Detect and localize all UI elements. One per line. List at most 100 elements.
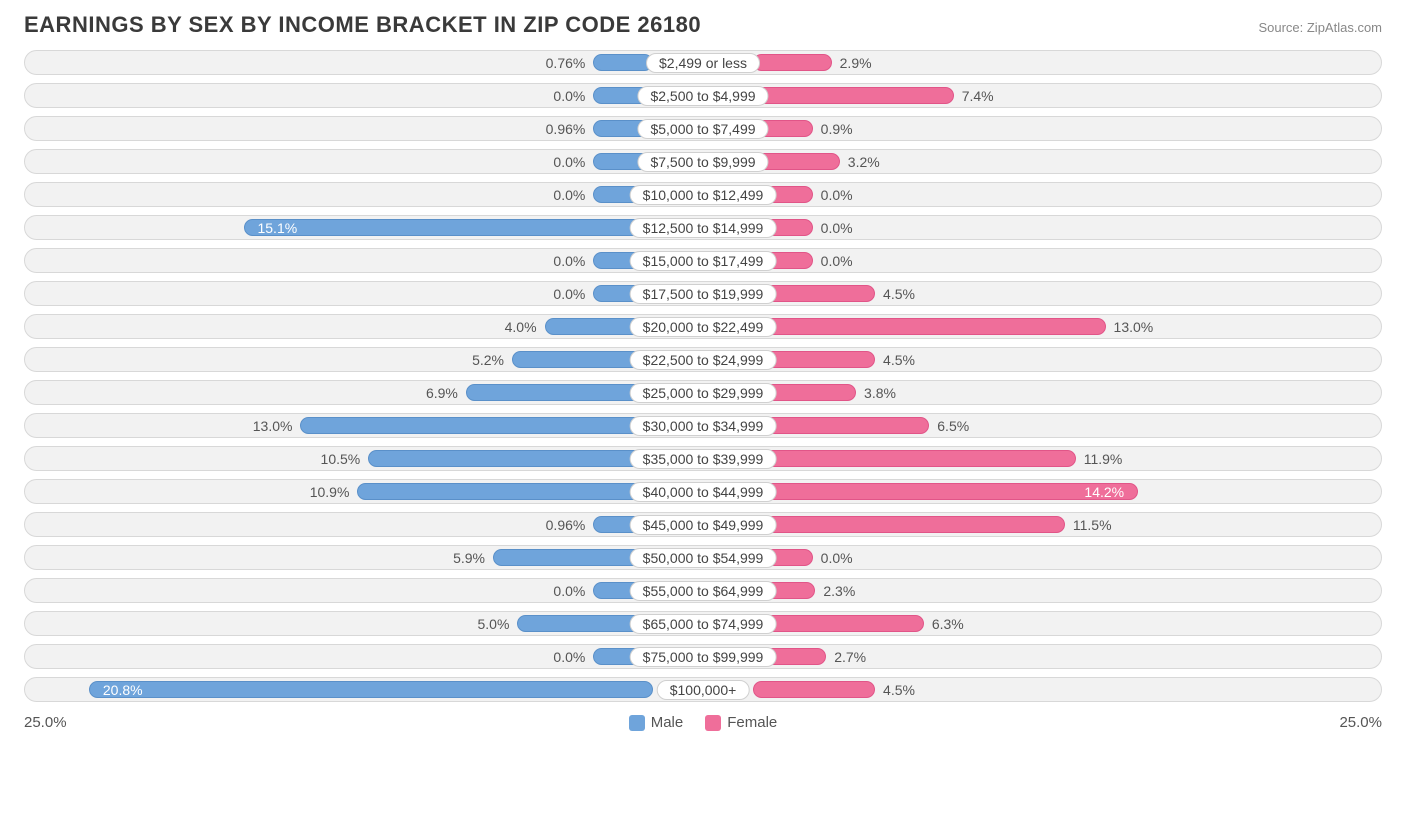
chart-header: EARNINGS BY SEX BY INCOME BRACKET IN ZIP…: [0, 0, 1406, 46]
male-value: 0.96%: [546, 121, 586, 137]
chart-row: 10.9%14.2%$40,000 to $44,999: [24, 479, 1382, 504]
male-value: 0.76%: [546, 55, 586, 71]
chart-row: 20.8% 4.5% $100,000+: [24, 677, 1382, 702]
female-bar: [753, 516, 1065, 533]
axis-max-right: 25.0%: [1339, 714, 1382, 731]
female-bar: [753, 450, 1076, 467]
female-bar: [753, 87, 954, 104]
female-bar: [753, 318, 1106, 335]
chart-source: Source: ZipAtlas.com: [1258, 20, 1382, 35]
male-value: 6.9%: [426, 385, 458, 401]
bracket-label: $10,000 to $12,499: [630, 185, 777, 205]
chart-row: 5.2% 4.5% $22,500 to $24,999: [24, 347, 1382, 372]
chart-row: 5.9% 0.0% $50,000 to $54,999: [24, 545, 1382, 570]
chart-row: 0.0%3.2%$7,500 to $9,999: [24, 149, 1382, 174]
female-bar: [753, 483, 1138, 500]
female-value: 7.4%: [962, 88, 994, 104]
chart-row: 10.5% 11.9% $35,000 to $39,999: [24, 446, 1382, 471]
bracket-label: $15,000 to $17,499: [630, 251, 777, 271]
female-value: 4.5%: [883, 286, 915, 302]
male-value: 4.0%: [505, 319, 537, 335]
bracket-label: $45,000 to $49,999: [630, 515, 777, 535]
male-bar: [593, 54, 653, 71]
female-value: 3.2%: [848, 154, 880, 170]
male-bar: [300, 417, 653, 434]
female-value: 0.9%: [821, 121, 853, 137]
bracket-label: $25,000 to $29,999: [630, 383, 777, 403]
bracket-label: $100,000+: [657, 680, 750, 700]
legend-item-male: Male: [629, 714, 684, 731]
chart-row: 5.0% 6.3% $65,000 to $74,999: [24, 611, 1382, 636]
female-bar: [753, 417, 929, 434]
bracket-label: $30,000 to $34,999: [630, 416, 777, 436]
female-value: 11.5%: [1073, 517, 1112, 533]
chart-row: 0.96% 0.9% $5,000 to $7,499: [24, 116, 1382, 141]
chart-row: 0.96% 11.5% $45,000 to $49,999: [24, 512, 1382, 537]
female-bar: [753, 54, 832, 71]
male-bar: [89, 681, 653, 698]
male-value: 5.9%: [453, 550, 485, 566]
chart-row: 0.0% 4.5% $17,500 to $19,999: [24, 281, 1382, 306]
female-value: 6.3%: [932, 616, 964, 632]
bracket-label: $35,000 to $39,999: [630, 449, 777, 469]
bracket-label: $2,499 or less: [646, 53, 760, 73]
female-value: 2.7%: [834, 649, 866, 665]
chart-row: 15.1% 0.0% $12,500 to $14,999: [24, 215, 1382, 240]
bracket-label: $22,500 to $24,999: [630, 350, 777, 370]
bracket-label: $20,000 to $22,499: [630, 317, 777, 337]
bracket-label: $12,500 to $14,999: [630, 218, 777, 238]
legend: Male Female: [629, 714, 778, 731]
legend-label-female: Female: [727, 714, 777, 731]
chart-row: 13.0% 6.5% $30,000 to $34,999: [24, 413, 1382, 438]
female-value: 4.5%: [883, 682, 915, 698]
male-bar: [466, 384, 653, 401]
male-value: 0.0%: [553, 253, 585, 269]
chart-row: 0.0%2.7%$75,000 to $99,999: [24, 644, 1382, 669]
chart-row: 0.0% 0.0% $10,000 to $12,499: [24, 182, 1382, 207]
female-value: 0.0%: [821, 253, 853, 269]
female-value: 4.5%: [883, 352, 915, 368]
bracket-label: $2,500 to $4,999: [637, 86, 768, 106]
male-value: 0.0%: [553, 583, 585, 599]
legend-swatch-male: [629, 715, 645, 731]
chart-title: EARNINGS BY SEX BY INCOME BRACKET IN ZIP…: [24, 12, 701, 38]
male-value: 5.0%: [477, 616, 509, 632]
diverging-bar-chart: 0.76% 2.9% $2,499 or less 0.0% 7.4% $2,500 to…: [0, 46, 1406, 702]
male-value: 5.2%: [472, 352, 504, 368]
male-bar: [244, 219, 654, 236]
male-value: 10.9%: [310, 484, 350, 500]
chart-row: 0.0% 2.3% $55,000 to $64,999: [24, 578, 1382, 603]
male-value: 20.8%: [103, 682, 143, 698]
chart-row: 0.0% 7.4% $2,500 to $4,999: [24, 83, 1382, 108]
female-value: 2.9%: [840, 55, 872, 71]
female-value: 11.9%: [1084, 451, 1123, 467]
chart-row: 6.9%3.8%$25,000 to $29,999: [24, 380, 1382, 405]
chart-row: 0.0% 0.0% $15,000 to $17,499: [24, 248, 1382, 273]
female-value: 13.0%: [1114, 319, 1154, 335]
bracket-label: $55,000 to $64,999: [630, 581, 777, 601]
male-value: 0.0%: [553, 88, 585, 104]
male-value: 15.1%: [257, 220, 297, 236]
legend-label-male: Male: [651, 714, 684, 731]
female-value: 6.5%: [937, 418, 969, 434]
male-value: 0.0%: [553, 286, 585, 302]
bracket-label: $5,000 to $7,499: [637, 119, 768, 139]
female-bar: [753, 681, 875, 698]
female-value: 0.0%: [821, 550, 853, 566]
legend-item-female: Female: [705, 714, 777, 731]
legend-swatch-female: [705, 715, 721, 731]
female-bar: [753, 615, 924, 632]
female-value: 0.0%: [821, 187, 853, 203]
bracket-label: $40,000 to $44,999: [630, 482, 777, 502]
female-value: 2.3%: [823, 583, 855, 599]
chart-row: 4.0% 13.0% $20,000 to $22,499: [24, 314, 1382, 339]
male-value: 10.5%: [321, 451, 361, 467]
bracket-label: $50,000 to $54,999: [630, 548, 777, 568]
male-value: 0.96%: [546, 517, 586, 533]
male-value: 13.0%: [253, 418, 293, 434]
female-value: 0.0%: [821, 220, 853, 236]
male-value: 0.0%: [553, 187, 585, 203]
bracket-label: $65,000 to $74,999: [630, 614, 777, 634]
chart-row: 0.76% 2.9% $2,499 or less: [24, 50, 1382, 75]
bracket-label: $17,500 to $19,999: [630, 284, 777, 304]
